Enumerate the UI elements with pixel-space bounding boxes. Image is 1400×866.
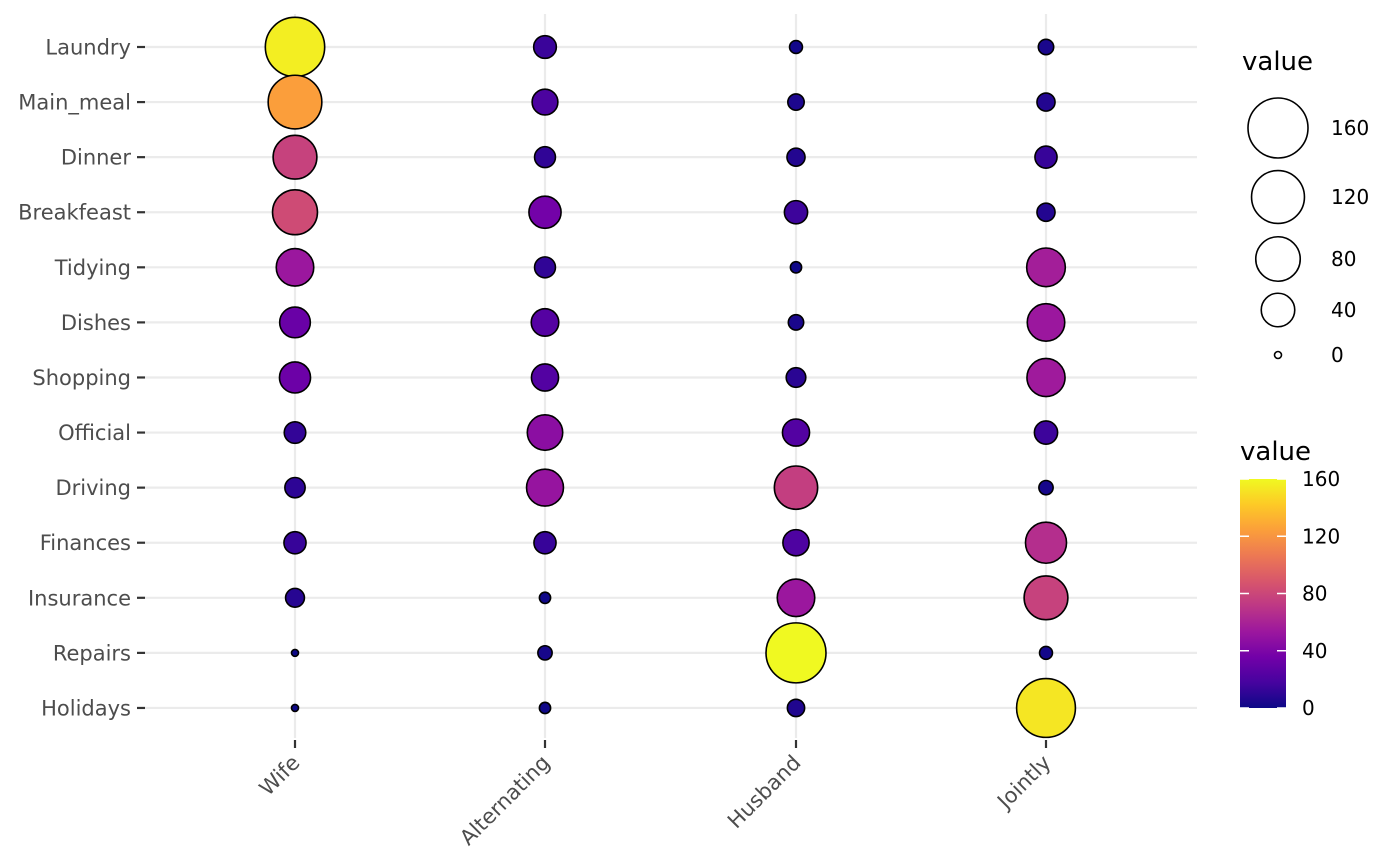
y-tick-label: Official bbox=[58, 421, 131, 445]
y-tick-label: Repairs bbox=[53, 641, 131, 665]
point-breakfeast-husband bbox=[783, 199, 809, 225]
point-official-alternating bbox=[526, 414, 564, 452]
point-insurance-wife bbox=[284, 587, 306, 609]
point-shopping-wife bbox=[278, 361, 312, 394]
point-shopping-husband bbox=[785, 366, 807, 389]
point-tidying-wife bbox=[275, 247, 315, 287]
point-main_meal-alternating bbox=[531, 88, 559, 116]
point-finances-husband bbox=[782, 528, 810, 557]
size-legend-label: 0 bbox=[1331, 343, 1344, 367]
x-tick-label: Jointly bbox=[991, 751, 1055, 815]
point-dishes-husband bbox=[787, 313, 805, 331]
point-holidays-jointly bbox=[1015, 677, 1077, 739]
size-legend: value 160 120 80 40 0 bbox=[1242, 47, 1369, 367]
point-finances-alternating bbox=[533, 530, 557, 555]
color-legend-title: value bbox=[1240, 437, 1311, 467]
point-dinner-alternating bbox=[533, 145, 557, 169]
point-tidying-jointly bbox=[1025, 247, 1067, 288]
point-holidays-husband bbox=[786, 698, 806, 718]
point-dishes-alternating bbox=[530, 307, 560, 337]
point-laundry-husband bbox=[788, 39, 804, 55]
point-dishes-wife bbox=[278, 306, 312, 339]
y-tick-label: Dinner bbox=[61, 146, 132, 170]
point-tidying-alternating bbox=[533, 256, 557, 279]
size-legend-label: 80 bbox=[1331, 247, 1356, 271]
y-tick-label: Main_meal bbox=[18, 91, 131, 116]
point-holidays-wife bbox=[290, 703, 300, 713]
color-legend-label: 120 bbox=[1302, 524, 1340, 548]
size-legend-key bbox=[1254, 235, 1302, 283]
point-dinner-jointly bbox=[1034, 145, 1058, 170]
point-repairs-wife bbox=[290, 648, 300, 658]
point-repairs-jointly bbox=[1038, 645, 1054, 661]
point-breakfeast-alternating bbox=[528, 195, 562, 230]
color-legend-label: 160 bbox=[1302, 467, 1340, 491]
point-dinner-husband bbox=[786, 147, 806, 168]
point-laundry-alternating bbox=[532, 34, 558, 60]
point-breakfeast-wife bbox=[271, 188, 319, 236]
point-shopping-alternating bbox=[530, 363, 560, 392]
y-tick-label: Breakfeast bbox=[18, 201, 131, 225]
point-driving-alternating bbox=[525, 468, 565, 507]
point-driving-husband bbox=[773, 465, 819, 511]
x-tick-label: Husband bbox=[723, 751, 806, 834]
point-official-husband bbox=[781, 418, 811, 447]
point-holidays-alternating bbox=[538, 701, 552, 715]
point-dinner-wife bbox=[272, 134, 318, 180]
point-laundry-jointly bbox=[1037, 38, 1055, 56]
y-tick-label: Finances bbox=[40, 531, 131, 555]
point-official-jointly bbox=[1033, 420, 1059, 445]
point-driving-wife bbox=[284, 476, 306, 499]
point-breakfeast-jointly bbox=[1036, 202, 1056, 223]
y-tick-label: Tidying bbox=[54, 256, 131, 280]
y-tick-label: Driving bbox=[55, 476, 131, 500]
x-tick-label: Alternating bbox=[455, 751, 554, 850]
point-repairs-husband bbox=[765, 622, 827, 684]
size-legend-label: 40 bbox=[1331, 298, 1356, 322]
y-tick-label: Insurance bbox=[28, 586, 131, 610]
point-main_meal-jointly bbox=[1036, 92, 1056, 112]
x-tick-label: Wife bbox=[255, 751, 305, 801]
color-legend-label: 40 bbox=[1302, 639, 1327, 663]
y-tick-label: Holidays bbox=[41, 696, 131, 720]
y-tick-label: Shopping bbox=[32, 366, 131, 390]
color-legend: value 160 120 80 40 0 bbox=[1240, 437, 1340, 720]
size-legend-key bbox=[1273, 350, 1283, 360]
point-tidying-husband bbox=[789, 260, 803, 274]
point-insurance-jointly bbox=[1023, 575, 1069, 621]
point-official-wife bbox=[283, 420, 307, 445]
color-legend-label: 80 bbox=[1302, 582, 1327, 606]
size-legend-key bbox=[1260, 292, 1296, 328]
size-legend-key bbox=[1250, 169, 1306, 225]
y-tick-label: Laundry bbox=[45, 36, 131, 60]
y-tick-label: Dishes bbox=[61, 311, 131, 335]
data-points bbox=[264, 16, 1077, 739]
point-dishes-jointly bbox=[1026, 302, 1066, 342]
point-repairs-alternating bbox=[537, 644, 553, 661]
size-legend-key bbox=[1247, 97, 1309, 159]
point-finances-wife bbox=[283, 530, 307, 555]
point-laundry-wife bbox=[264, 16, 326, 78]
size-legend-title: value bbox=[1242, 47, 1313, 77]
point-insurance-husband bbox=[776, 578, 816, 618]
point-main_meal-husband bbox=[787, 93, 805, 112]
color-legend-label: 0 bbox=[1302, 696, 1315, 720]
point-driving-jointly bbox=[1038, 479, 1054, 496]
size-legend-label: 160 bbox=[1331, 116, 1369, 140]
size-legend-label: 120 bbox=[1331, 185, 1369, 209]
point-finances-jointly bbox=[1024, 521, 1068, 565]
point-insurance-alternating bbox=[538, 591, 552, 605]
point-main_meal-wife bbox=[267, 74, 323, 130]
point-shopping-jointly bbox=[1026, 357, 1066, 398]
